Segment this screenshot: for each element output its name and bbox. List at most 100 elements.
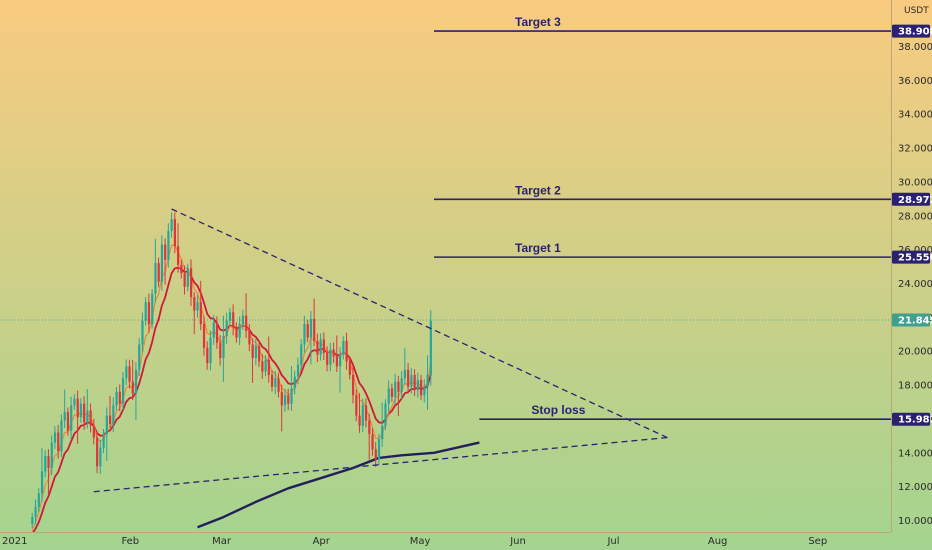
candle[interactable] <box>53 432 57 443</box>
candle[interactable] <box>232 312 235 328</box>
candle[interactable] <box>154 263 157 294</box>
candle[interactable] <box>374 449 377 460</box>
candle[interactable] <box>287 395 290 404</box>
candle[interactable] <box>60 420 63 452</box>
candle[interactable] <box>112 405 115 424</box>
candle[interactable] <box>170 219 173 231</box>
candle[interactable] <box>193 297 196 311</box>
candle[interactable] <box>76 398 79 418</box>
levels[interactable]: Target 3 Target 2 Target 1 Stop loss <box>434 15 891 421</box>
candle[interactable] <box>173 219 176 247</box>
candle[interactable] <box>303 324 306 345</box>
candle[interactable] <box>345 341 348 362</box>
candle[interactable] <box>215 322 219 343</box>
candle[interactable] <box>416 379 419 391</box>
candle[interactable] <box>66 412 70 431</box>
candle[interactable] <box>309 319 313 338</box>
candle[interactable] <box>40 471 44 494</box>
candle[interactable] <box>410 374 413 387</box>
candle[interactable] <box>332 349 335 357</box>
candle[interactable] <box>394 381 397 397</box>
candle[interactable] <box>144 302 147 321</box>
candle[interactable] <box>96 437 99 467</box>
candle[interactable] <box>423 386 426 396</box>
candle[interactable] <box>212 322 215 338</box>
candle[interactable] <box>316 341 319 355</box>
x-axis[interactable]: 2021 Feb Mar Apr May Jun Jul Aug Sep <box>2 536 827 547</box>
candle[interactable] <box>83 403 86 423</box>
candle[interactable] <box>381 425 384 440</box>
candle[interactable] <box>73 398 76 406</box>
candle[interactable] <box>429 320 432 375</box>
candle[interactable] <box>400 378 403 392</box>
candle[interactable] <box>141 320 144 345</box>
candle[interactable] <box>271 374 274 387</box>
candle[interactable] <box>115 391 118 406</box>
candle[interactable] <box>50 442 53 469</box>
candle[interactable] <box>157 263 160 282</box>
candle[interactable] <box>407 369 410 387</box>
candle[interactable] <box>70 405 73 431</box>
candle[interactable] <box>290 388 293 404</box>
candle[interactable] <box>180 264 183 274</box>
candle[interactable] <box>426 374 429 387</box>
candle[interactable] <box>128 366 131 382</box>
candle[interactable] <box>109 415 112 424</box>
candle[interactable] <box>92 425 95 438</box>
candle[interactable] <box>134 369 138 394</box>
candle[interactable] <box>125 366 128 379</box>
candle[interactable] <box>387 388 390 404</box>
candle[interactable] <box>264 359 267 372</box>
candle[interactable] <box>131 381 134 394</box>
candle[interactable] <box>183 273 186 287</box>
candle[interactable] <box>348 361 351 375</box>
candle[interactable] <box>377 439 381 460</box>
candle[interactable] <box>31 517 34 524</box>
candle[interactable] <box>326 352 329 365</box>
candle[interactable] <box>322 339 326 353</box>
trendline-support[interactable] <box>93 436 668 493</box>
candle[interactable] <box>118 391 121 404</box>
candle[interactable] <box>167 230 170 260</box>
candle[interactable] <box>413 374 416 391</box>
candle[interactable] <box>138 344 141 370</box>
candle[interactable] <box>342 341 345 355</box>
candle[interactable] <box>293 376 296 389</box>
candle[interactable] <box>300 344 303 365</box>
candle[interactable] <box>319 339 322 355</box>
trendlines[interactable] <box>93 208 668 493</box>
candle[interactable] <box>228 312 232 321</box>
candle[interactable] <box>225 320 228 336</box>
candle[interactable] <box>57 432 60 452</box>
candle[interactable] <box>89 410 92 426</box>
candle[interactable] <box>352 374 355 396</box>
trendline-resistance[interactable] <box>171 208 668 439</box>
candle[interactable] <box>267 359 270 375</box>
candle[interactable] <box>219 342 222 358</box>
candle[interactable] <box>397 381 400 392</box>
candle[interactable] <box>329 349 332 365</box>
candles[interactable] <box>31 212 432 529</box>
candle[interactable] <box>277 378 280 392</box>
candle[interactable] <box>384 403 387 426</box>
candle[interactable] <box>206 347 209 364</box>
candle[interactable] <box>202 324 206 348</box>
candle[interactable] <box>222 335 225 358</box>
candle[interactable] <box>313 319 316 342</box>
candle[interactable] <box>147 302 151 325</box>
candle[interactable] <box>47 456 50 469</box>
candle[interactable] <box>196 302 199 311</box>
candle[interactable] <box>199 302 202 325</box>
candle[interactable] <box>99 447 102 467</box>
candle[interactable] <box>177 246 180 265</box>
candle[interactable] <box>34 506 37 518</box>
candle[interactable] <box>186 268 189 287</box>
candle[interactable] <box>160 244 164 282</box>
candle[interactable] <box>274 378 277 387</box>
candle[interactable] <box>102 434 105 448</box>
candle[interactable] <box>79 403 83 418</box>
candle[interactable] <box>390 388 394 397</box>
candle[interactable] <box>209 337 212 364</box>
candle[interactable] <box>296 364 300 377</box>
candle[interactable] <box>44 456 47 472</box>
